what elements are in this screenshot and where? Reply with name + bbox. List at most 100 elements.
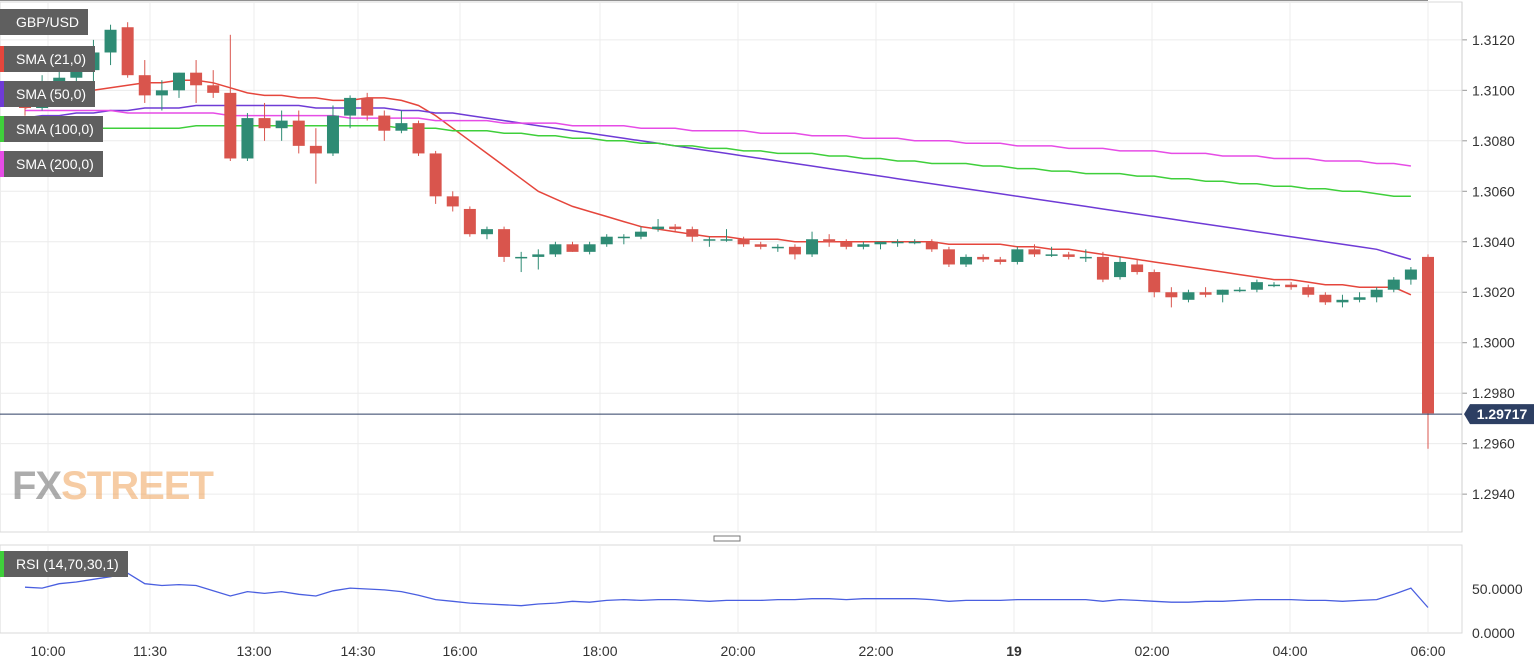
candle-body <box>823 239 836 242</box>
candle <box>172 72 185 98</box>
legend-sma200-label: SMA (200,0) <box>16 156 94 172</box>
candle <box>532 249 545 270</box>
y-tick-label: 1.3120 <box>1472 32 1515 48</box>
x-tick-label: 11:30 <box>133 643 167 659</box>
candle-body <box>1319 294 1332 303</box>
candle-body <box>412 123 425 154</box>
candle-body <box>857 244 870 247</box>
candle <box>309 128 322 184</box>
candle-body <box>754 244 767 247</box>
pane-splitter-handle <box>713 535 741 542</box>
sma100-line <box>25 124 1411 198</box>
fxstreet-logo: FXSTREET <box>12 464 214 509</box>
candle-body <box>172 72 185 91</box>
candle <box>977 254 990 262</box>
candle <box>942 246 955 267</box>
rsi-panel <box>0 544 1463 634</box>
candle-body <box>1268 284 1281 287</box>
candle-body <box>1011 249 1024 262</box>
candle <box>686 226 699 242</box>
candle <box>960 254 973 267</box>
candle-body <box>737 239 750 245</box>
y-tick-label: 1.3100 <box>1472 82 1515 98</box>
candle-body <box>771 246 784 249</box>
legend-sma100[interactable]: SMA (100,0) <box>0 116 103 142</box>
candle-body <box>1079 256 1092 259</box>
legend-sma200[interactable]: SMA (200,0) <box>0 151 103 177</box>
sma200-line <box>25 109 1412 167</box>
rsi-tick-label: 50.0000 <box>1472 581 1523 597</box>
candle <box>190 60 203 103</box>
y-tick-label: 1.3040 <box>1472 234 1515 250</box>
candle-body <box>1131 264 1144 273</box>
candle-body <box>104 29 117 53</box>
candle-body <box>1114 261 1127 278</box>
candle-body <box>498 229 511 257</box>
candle <box>480 226 493 240</box>
symbol-tag[interactable]: GBP/USD <box>0 9 89 35</box>
candle <box>908 239 921 245</box>
candle <box>583 241 596 255</box>
candle <box>994 256 1007 265</box>
candle <box>138 60 151 103</box>
y-tick-label: 1.2960 <box>1472 436 1515 452</box>
x-tick-label: 20:00 <box>720 643 755 659</box>
candle-body <box>70 70 83 78</box>
candle-body <box>549 244 562 255</box>
candle-body <box>977 256 990 260</box>
candle-body <box>1199 292 1212 295</box>
y-tick-label: 1.3000 <box>1472 335 1515 351</box>
candle-body <box>720 239 733 241</box>
candle <box>1353 292 1366 303</box>
legend-sma21[interactable]: SMA (21,0) <box>0 46 96 72</box>
candle-body <box>994 259 1007 262</box>
candle-body <box>806 239 819 255</box>
candle <box>121 22 134 78</box>
candle-body <box>874 241 887 245</box>
x-tick-label: 02:00 <box>1134 643 1169 659</box>
x-tick-label: 06:00 <box>1410 643 1445 659</box>
candle <box>754 241 767 250</box>
price-panel <box>0 1 1463 533</box>
candle-body <box>1096 256 1109 280</box>
candle-body <box>480 229 493 235</box>
candle <box>1387 277 1400 293</box>
candle <box>207 70 220 98</box>
candle-body <box>1422 256 1434 414</box>
candle <box>1182 289 1195 303</box>
candle <box>361 92 374 121</box>
x-tick-label: 10:00 <box>30 643 65 659</box>
x-tick-label: 13:00 <box>236 643 271 659</box>
candle-body <box>566 244 579 252</box>
candle-body <box>1302 287 1315 295</box>
sma50-line <box>24 104 1412 261</box>
candle-body <box>703 239 716 241</box>
candle <box>1302 284 1315 298</box>
candle-body <box>207 85 220 93</box>
y-tick-label: 1.2980 <box>1472 385 1515 401</box>
candle-body <box>190 72 203 86</box>
candle-body <box>378 115 391 131</box>
candle-body <box>532 254 545 257</box>
candle <box>378 110 391 141</box>
candle <box>1114 256 1127 280</box>
candle <box>617 234 630 245</box>
x-tick-label: 04:00 <box>1272 643 1307 659</box>
candle-body <box>908 241 921 244</box>
candle <box>395 110 408 134</box>
candle <box>1285 282 1298 290</box>
logo-street: STREET <box>61 464 214 508</box>
legend-rsi[interactable]: RSI (14,70,30,1) <box>0 551 128 577</box>
last-price-label: 1.29717 <box>1477 406 1528 422</box>
legend-sma50[interactable]: SMA (50,0) <box>0 81 96 107</box>
candle-body <box>686 229 699 237</box>
candle <box>155 80 168 111</box>
candle <box>1216 289 1229 303</box>
candle-body <box>634 231 647 237</box>
candle-body <box>446 196 459 207</box>
candle-body <box>891 241 904 244</box>
candle-body <box>960 256 973 265</box>
candle <box>806 231 819 257</box>
